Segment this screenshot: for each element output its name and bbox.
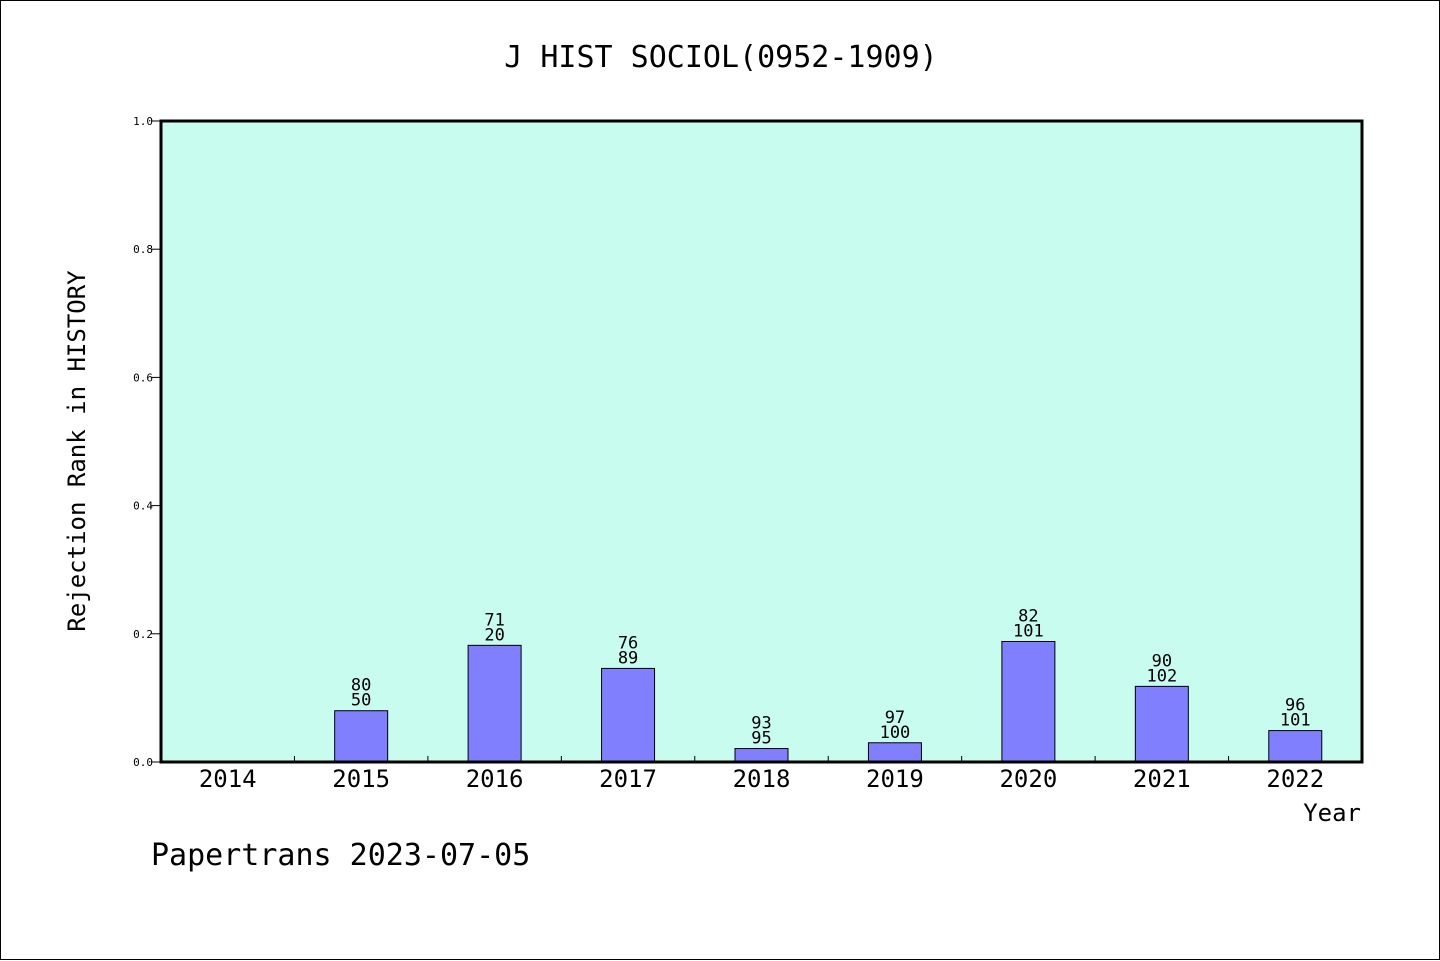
y-tick-label-4: 0.8 (133, 243, 153, 256)
bar-label-bottom-2022: 101 (1280, 711, 1311, 731)
x-tick-label-2016: 2016 (466, 765, 524, 793)
bar-label-top-2017: 76 (618, 633, 638, 653)
y-tick-label-5: 1.0 (133, 115, 153, 128)
x-tick-label-2018: 2018 (733, 765, 791, 793)
bar-label-top-2016: 71 (484, 610, 504, 630)
bar-label-bottom-2015: 50 (351, 691, 371, 711)
y-axis-label: Rejection Rank in HISTORY (63, 270, 91, 632)
y-tick-label-2: 0.4 (133, 500, 153, 513)
bar-label-top-2020: 82 (1018, 606, 1038, 626)
x-tick-label-2015: 2015 (332, 765, 390, 793)
bar-label-top-2015: 80 (351, 676, 371, 696)
y-tick-label-3: 0.6 (133, 371, 153, 384)
x-tick-label-2019: 2019 (866, 765, 924, 793)
bar-label-top-2018: 93 (751, 714, 771, 734)
x-axis: 2014 2015 2016 2017 2018 2019 2020 2021 2022 (199, 756, 1324, 793)
bar-label-top-2021: 90 (1152, 651, 1172, 671)
plot-area (161, 121, 1362, 762)
bar-label-bottom-2018: 95 (751, 729, 771, 749)
bar-series (334, 640, 1323, 763)
bar-label-bottom-2021: 102 (1146, 666, 1177, 686)
bar-2015 (334, 710, 389, 763)
y-tick-label-1: 0.2 (133, 628, 153, 641)
bar-label-top-2022: 96 (1285, 696, 1305, 716)
x-tick-label-2020: 2020 (999, 765, 1057, 793)
chart-title: J HIST SOCIOL(0952-1909) (504, 40, 937, 75)
bar-2020 (1001, 640, 1056, 763)
bar-2022 (1268, 730, 1323, 763)
x-tick-label-2014: 2014 (199, 765, 257, 793)
bar-2018 (734, 748, 789, 763)
bar-2019 (867, 742, 922, 763)
y-axis: 0.0 0.2 0.4 0.6 0.8 1.0 (133, 115, 161, 769)
bar-label-bottom-2019: 100 (880, 723, 911, 743)
x-tick-label-2022: 2022 (1266, 765, 1324, 793)
bar-2016 (467, 644, 522, 763)
footer-credit: Papertrans 2023-07-05 (151, 838, 530, 873)
bar-label-bottom-2016: 20 (484, 625, 504, 645)
bar-2017 (601, 667, 656, 763)
x-tick-label-2017: 2017 (599, 765, 657, 793)
x-tick-label-2021: 2021 (1133, 765, 1191, 793)
bar-2021 (1134, 685, 1189, 763)
plot-border (159, 119, 1364, 764)
bar-label-top-2019: 97 (885, 708, 905, 728)
x-axis-label: Year (1303, 799, 1361, 827)
y-tick-label-0: 0.0 (133, 756, 153, 769)
bar-label-bottom-2020: 101 (1013, 621, 1044, 641)
bar-label-bottom-2017: 89 (618, 648, 638, 668)
